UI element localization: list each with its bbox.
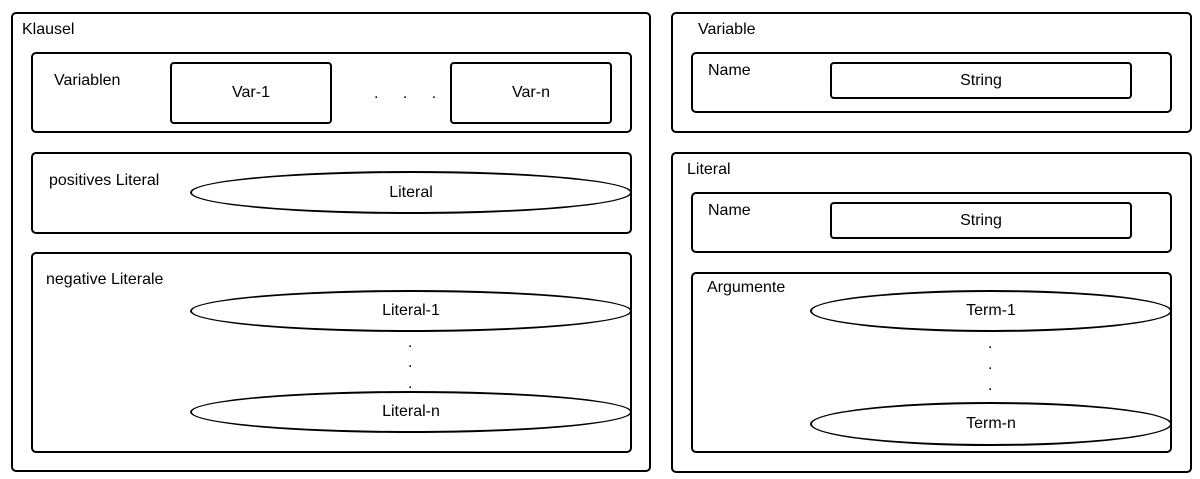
literal-title: Literal [687, 161, 731, 178]
argumente-vdot-2: . [988, 356, 993, 373]
positives-literal-label: positives Literal [49, 172, 160, 189]
var-n-box: Var-n [450, 62, 612, 124]
literal-name-label: Name [708, 202, 751, 219]
literal-1-ellipse: Literal-1 [190, 290, 632, 332]
negative-vdot-3: . [408, 375, 413, 392]
term-n-ellipse: Term-n [810, 402, 1172, 446]
negative-vdot-2: . [408, 354, 413, 371]
negative-literale-label: negative Literale [46, 271, 164, 288]
negative-vdot-1: . [408, 334, 413, 351]
positives-literal-ellipse: Literal [190, 171, 632, 214]
variable-name-string: String [830, 62, 1132, 99]
argumente-vdot-1: . [988, 335, 993, 352]
var-1-box: Var-1 [170, 62, 332, 124]
klausel-title: Klausel [22, 21, 75, 38]
variablen-label: Variablen [54, 72, 121, 89]
variable-name-label: Name [708, 62, 751, 79]
variablen-ellipsis: . . . [374, 85, 447, 102]
argumente-label: Argumente [707, 279, 786, 296]
argumente-vdot-3: . [988, 377, 993, 394]
term-1-ellipse: Term-1 [810, 290, 1172, 332]
literal-n-ellipse: Literal-n [190, 391, 632, 433]
literal-name-string: String [830, 202, 1132, 239]
variable-title: Variable [698, 21, 756, 38]
